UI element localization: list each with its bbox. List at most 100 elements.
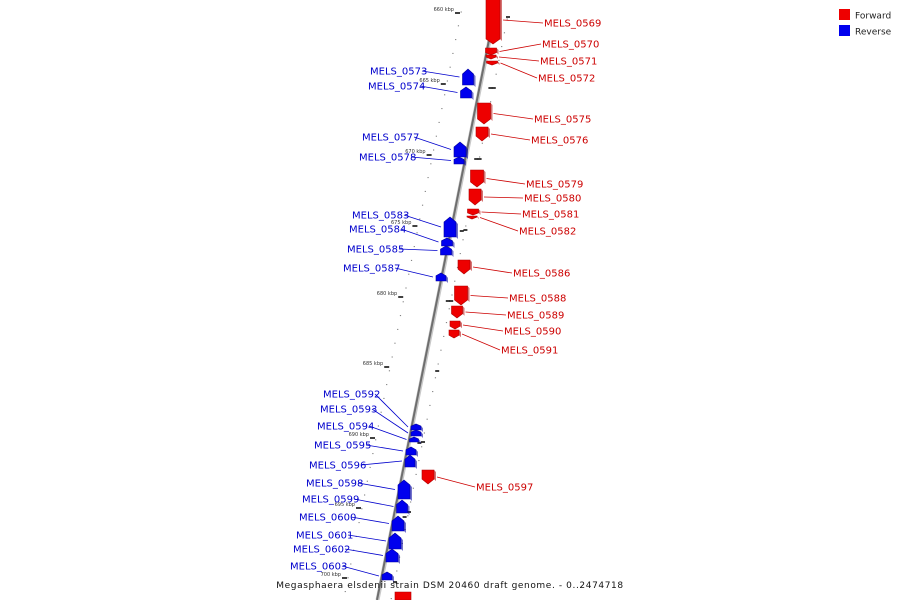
gene-label-mels-0597[interactable]: MELS_0597 xyxy=(476,483,533,494)
gene-arrow-offscreen xyxy=(394,591,412,600)
gene-arrow-mels-0590[interactable] xyxy=(449,320,461,330)
gene-arrow-mels-0573[interactable] xyxy=(462,68,474,86)
gene-label-mels-0576[interactable]: MELS_0576 xyxy=(531,136,588,147)
gene-arrow-shade xyxy=(497,61,500,65)
gene-arrow-mels-0586[interactable] xyxy=(457,259,471,275)
gene-label-mels-0579[interactable]: MELS_0579 xyxy=(526,180,583,191)
gene-leader-line xyxy=(357,482,396,490)
tick-label: 685 kbp xyxy=(363,361,383,367)
gene-leader-line xyxy=(353,498,394,507)
gene-label-mels-0571[interactable]: MELS_0571 xyxy=(540,57,597,68)
gene-label-mels-0600[interactable]: MELS_0600 xyxy=(299,513,356,524)
gene-label-mels-0569[interactable]: MELS_0569 xyxy=(544,19,601,30)
gene-label-mels-0587[interactable]: MELS_0587 xyxy=(343,264,400,275)
gene-label-mels-0575[interactable]: MELS_0575 xyxy=(534,115,591,126)
legend-item-reverse: Reverse xyxy=(839,25,892,38)
gene-label-mels-0577[interactable]: MELS_0577 xyxy=(362,133,419,144)
gene-leader-line xyxy=(398,248,438,251)
gene-leaders xyxy=(341,19,544,577)
gene-leader-line xyxy=(436,476,476,488)
genome-axis xyxy=(375,0,500,600)
gene-arrow-mels-0576[interactable] xyxy=(475,126,489,142)
gene-arrow-mels-0578[interactable] xyxy=(453,156,465,165)
gene-arrow-mels-0575[interactable] xyxy=(477,102,491,125)
gene-leader-line xyxy=(479,217,519,232)
gene-label-mels-0599[interactable]: MELS_0599 xyxy=(302,495,359,506)
gene-arrow-shade xyxy=(490,103,493,121)
map-caption: Megasphaera elsdenii strain DSM 20460 dr… xyxy=(276,581,623,591)
gene-label-mels-0588[interactable]: MELS_0588 xyxy=(509,294,566,305)
gene-arrow-mels-0582[interactable] xyxy=(466,215,478,220)
gene-arrow-mels-0580[interactable] xyxy=(468,188,482,206)
gene-leader-line xyxy=(371,408,409,434)
gene-arrow-mels-0574[interactable] xyxy=(460,86,472,99)
gene-label-mels-0582[interactable]: MELS_0582 xyxy=(519,227,576,238)
gene-arrow-shade xyxy=(401,538,403,551)
gene-label-mels-0570[interactable]: MELS_0570 xyxy=(542,40,599,51)
gene-arrow-shade xyxy=(459,330,461,338)
gene-leader-line xyxy=(465,311,507,316)
gene-arrow-shade xyxy=(446,275,448,283)
tick-label: 675 kbp xyxy=(391,220,411,226)
gene-arrow-mels-0577[interactable] xyxy=(453,141,467,158)
gene-label-mels-0590[interactable]: MELS_0590 xyxy=(504,327,561,338)
gene-arrow-mels-0569[interactable] xyxy=(485,0,501,45)
gene-arrow-mels-0572[interactable] xyxy=(486,60,498,66)
gene-label-mels-0584[interactable]: MELS_0584 xyxy=(349,225,406,236)
gene-label-mels-0573[interactable]: MELS_0573 xyxy=(370,67,427,78)
gene-arrow-shade xyxy=(478,209,481,215)
gene-label-mels-0581[interactable]: MELS_0581 xyxy=(522,210,579,221)
gene-leader-line xyxy=(502,19,544,24)
gene-arrow-shade xyxy=(477,216,479,219)
minor-ticks xyxy=(344,11,508,600)
gene-label-mels-0591[interactable]: MELS_0591 xyxy=(501,346,558,357)
gene-arrow-mels-0597[interactable] xyxy=(421,469,435,485)
gene-leader-line xyxy=(461,333,501,351)
gene-label-mels-0598[interactable]: MELS_0598 xyxy=(306,479,363,490)
gene-label-mels-0593[interactable]: MELS_0593 xyxy=(320,405,377,416)
gene-leader-line xyxy=(374,393,409,428)
tick-label: 670 kbp xyxy=(405,149,425,155)
gene-label-mels-0572[interactable]: MELS_0572 xyxy=(538,74,595,85)
gene-arrow-shade xyxy=(451,249,454,257)
gene-label-mels-0578[interactable]: MELS_0578 xyxy=(359,153,416,164)
gene-labels: MELS_0569 MELS_0570 MELS_0571 MELS_0572 MELS… xyxy=(290,19,601,573)
gene-label-mels-0594[interactable]: MELS_0594 xyxy=(317,422,374,433)
gene-arrow-shade xyxy=(496,55,498,59)
gene-arrow-mels-0581[interactable] xyxy=(467,208,479,216)
gene-label-mels-0574[interactable]: MELS_0574 xyxy=(368,82,425,93)
gene-arrow-shade xyxy=(496,48,499,55)
gene-arrow-mels-0591[interactable] xyxy=(448,329,460,339)
gene-arrow-shade xyxy=(392,574,394,582)
gene-leader-line xyxy=(347,534,387,542)
gene-arrow-mels-0579[interactable] xyxy=(470,169,484,188)
gene-leader-line xyxy=(472,266,513,274)
gene-arrow-mels-0589[interactable] xyxy=(451,305,463,319)
gene-arrow-shade xyxy=(452,240,455,248)
gene-label-mels-0580[interactable]: MELS_0580 xyxy=(524,194,581,205)
axis-ticks: 660 kbp 665 kbp 670 kbp 675 kbp 680 kbp 685 k… xyxy=(321,7,510,583)
gene-label-mels-0601[interactable]: MELS_0601 xyxy=(296,531,353,542)
gene-label-mels-0592[interactable]: MELS_0592 xyxy=(323,390,380,401)
legend: Forward Reverse xyxy=(839,9,892,38)
gene-leader-line xyxy=(419,85,458,93)
tick-label: 690 kbp xyxy=(349,432,369,438)
gene-arrow-mels-0588[interactable] xyxy=(454,285,468,306)
gene-label-mels-0586[interactable]: MELS_0586 xyxy=(513,269,570,280)
gene-arrow-shade xyxy=(500,0,502,41)
gene-label-mels-0589[interactable]: MELS_0589 xyxy=(507,311,564,322)
gene-label-mels-0602[interactable]: MELS_0602 xyxy=(293,545,350,556)
gene-label-mels-0596[interactable]: MELS_0596 xyxy=(309,461,366,472)
gene-arrow-shade xyxy=(464,159,466,166)
gene-arrow-mels-0570[interactable] xyxy=(485,47,497,56)
gene-arrow-mels-0571[interactable] xyxy=(485,54,497,60)
gene-label-mels-0595[interactable]: MELS_0595 xyxy=(314,441,371,452)
gene-leader-line xyxy=(499,43,542,52)
legend-swatch-forward xyxy=(839,9,850,20)
gene-arrow-shade xyxy=(488,127,490,139)
gene-label-mels-0583[interactable]: MELS_0583 xyxy=(352,211,409,222)
gene-shapes xyxy=(381,0,502,600)
gene-label-mels-0585[interactable]: MELS_0585 xyxy=(347,245,404,256)
gene-label-mels-0603[interactable]: MELS_0603 xyxy=(290,562,347,573)
